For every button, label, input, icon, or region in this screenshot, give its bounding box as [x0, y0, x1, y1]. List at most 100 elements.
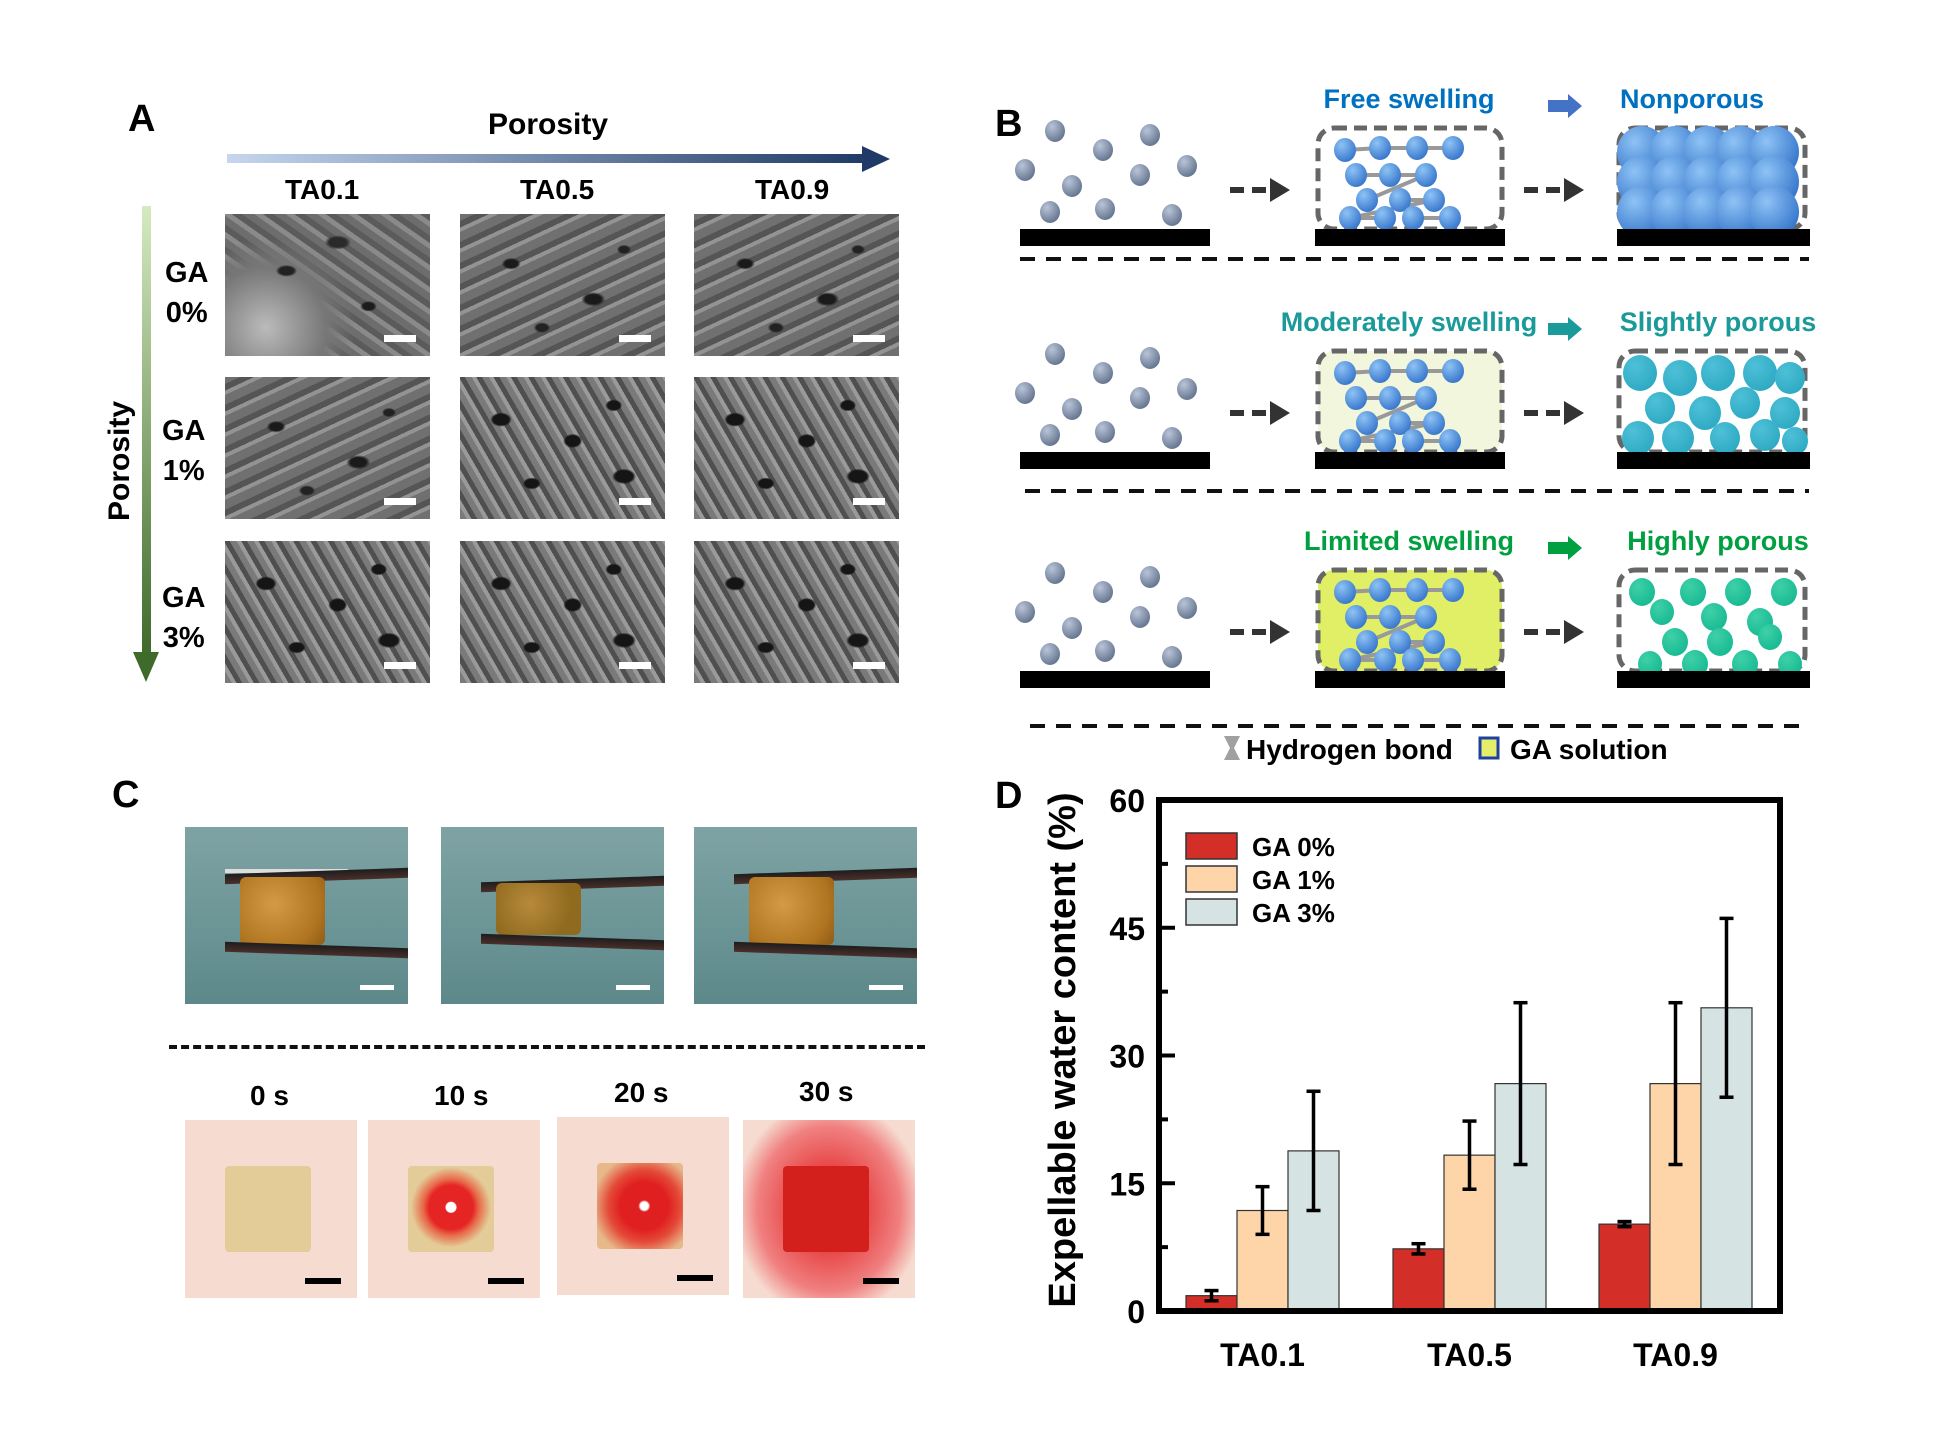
pore-particle	[1663, 360, 1697, 396]
row-label: GA 3%	[162, 578, 206, 658]
column-label: TA0.1	[285, 174, 360, 205]
swollen-particle	[1402, 206, 1424, 230]
arrowhead-icon	[1564, 401, 1584, 425]
y-tick-label: 45	[1109, 911, 1145, 947]
swollen-particle	[1415, 386, 1437, 410]
polymer-particle	[1140, 124, 1160, 146]
polymer-particle	[1062, 617, 1082, 639]
polymer-particle	[1095, 421, 1115, 443]
scale-bar	[619, 498, 651, 505]
pore-particle	[1749, 186, 1799, 238]
y-axis-label: Expellable water content (%)	[1042, 792, 1084, 1307]
swollen-particle	[1389, 630, 1411, 654]
sponge	[597, 1163, 683, 1249]
substrate	[1315, 229, 1505, 246]
swollen-particle	[1379, 605, 1401, 629]
scale-bar	[360, 985, 394, 990]
bar-chart: 0 15 30 45 60 TA0.1 TA0.5 TA0.9 Expellable water…	[1042, 783, 1783, 1373]
sem-image	[225, 377, 430, 519]
row-label-line: GA	[162, 415, 206, 447]
swollen-particle	[1423, 411, 1445, 435]
scale-bar	[863, 1278, 899, 1284]
swollen-particle	[1442, 359, 1464, 383]
polymer-particle	[1040, 424, 1060, 446]
substrate	[1617, 671, 1810, 688]
sem-image	[694, 377, 899, 519]
panel-d-label: D	[995, 775, 1022, 817]
arrowhead-icon	[1564, 178, 1584, 202]
sem-image	[460, 214, 665, 356]
scale-bar	[616, 985, 650, 990]
swollen-particle	[1374, 429, 1396, 453]
polymer-particle	[1095, 198, 1115, 220]
sem-image	[694, 214, 899, 356]
pore-particle	[1622, 421, 1654, 455]
x-tick-label: TA0.5	[1427, 1337, 1512, 1373]
polymer-particle	[1162, 204, 1182, 226]
sem-image	[225, 541, 430, 683]
legend-ga-solution: GA solution	[1510, 734, 1668, 765]
arrowhead-icon	[1270, 178, 1290, 202]
legend-label: GA 0%	[1252, 832, 1335, 862]
polymer-particle	[1062, 175, 1082, 197]
swollen-particle	[1345, 163, 1367, 187]
sponge	[496, 883, 581, 935]
legend-swatch	[1185, 865, 1238, 893]
y-tick-label: 60	[1109, 783, 1145, 819]
swollen-particle	[1339, 429, 1361, 453]
scale-bar	[384, 498, 416, 505]
porosity-top-label: Porosity	[488, 108, 609, 141]
arrowhead-icon	[133, 652, 159, 682]
sponge	[225, 1166, 311, 1252]
sponge-photo	[694, 827, 917, 1004]
divider	[169, 1045, 925, 1049]
result-label: Slightly porous	[1620, 307, 1817, 337]
sponge	[749, 877, 834, 945]
polymer-particle	[1015, 159, 1035, 181]
legend-label: GA 1%	[1252, 865, 1335, 895]
pore-particle	[1650, 599, 1674, 625]
swollen-particle	[1415, 163, 1437, 187]
column-label: TA0.9	[755, 174, 830, 205]
swollen-particle	[1339, 206, 1361, 230]
swollen-particle	[1374, 648, 1396, 672]
scale-bar	[677, 1275, 713, 1281]
swollen-particle	[1406, 359, 1428, 383]
polymer-particle	[1130, 606, 1150, 628]
polymer-particle	[1093, 581, 1113, 603]
porosity-arrow-vertical	[142, 206, 151, 656]
arrowhead-icon	[862, 146, 890, 172]
process-label: Free swelling	[1323, 84, 1494, 114]
swollen-particle	[1389, 188, 1411, 212]
pore-particle	[1710, 422, 1740, 454]
bar	[1598, 1223, 1651, 1312]
panel-c-label: C	[112, 774, 140, 816]
x-tick-label: TA0.9	[1633, 1337, 1718, 1373]
legend-swatch	[1185, 832, 1238, 860]
pore-particle	[1623, 355, 1657, 391]
row-label: GA 1%	[162, 411, 206, 491]
scale-bar	[619, 662, 651, 669]
sem-image	[694, 541, 899, 683]
swollen-particle	[1439, 206, 1461, 230]
pore-particle	[1758, 624, 1782, 650]
legend-swatch	[1185, 898, 1238, 926]
porosity-arrow-horizontal	[227, 154, 867, 163]
sponge	[783, 1166, 869, 1252]
arrow-right-icon	[1548, 536, 1582, 560]
polymer-particle	[1015, 601, 1035, 623]
swollen-particle	[1339, 648, 1361, 672]
sponge-photo	[441, 827, 664, 1004]
swollen-particle	[1356, 411, 1378, 435]
time-label: 30 s	[799, 1076, 854, 1107]
swollen-particle	[1369, 578, 1391, 602]
swollen-particle	[1379, 163, 1401, 187]
swollen-particle	[1402, 429, 1424, 453]
pore-particle	[1638, 651, 1662, 677]
scale-bar	[853, 335, 885, 342]
absorption-photo	[368, 1120, 540, 1298]
swollen-particle	[1345, 605, 1367, 629]
process-label: Limited swelling	[1304, 526, 1514, 556]
schematic-row: Moderately swelling Slightly porous	[1015, 307, 1817, 493]
